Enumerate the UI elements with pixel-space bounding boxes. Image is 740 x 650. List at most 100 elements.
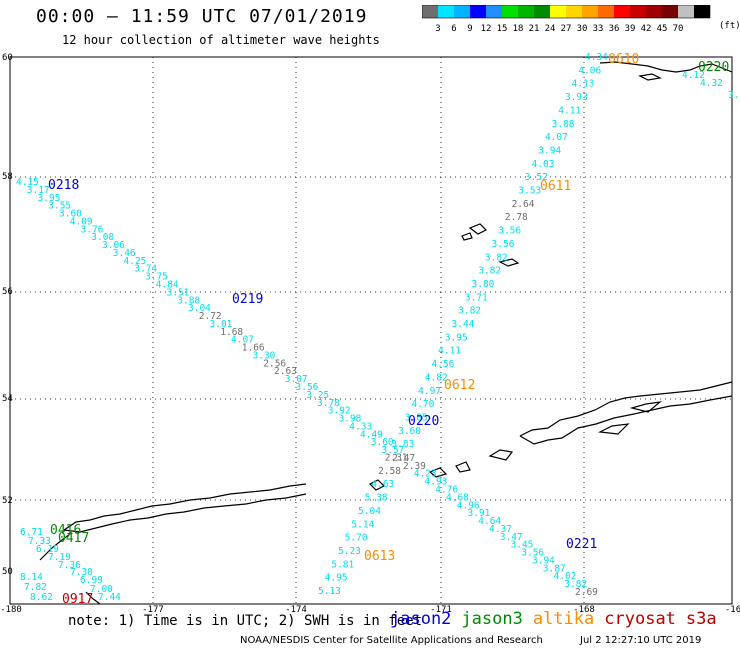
wave-height-label: 1.68: [220, 327, 243, 338]
wave-height-label: 4.33: [349, 421, 372, 432]
longitude-label: -177: [142, 605, 164, 615]
colorbar-swatch: [486, 5, 502, 18]
wave-height-label: 7.00: [90, 584, 113, 595]
coastline: [63, 493, 307, 533]
wave-height-label: 2.64: [512, 199, 535, 210]
wave-height-label: 5.23: [338, 546, 361, 557]
coastline: [85, 591, 101, 605]
colorbar-swatch: [438, 5, 454, 18]
wave-height-label: 5.70: [345, 533, 368, 544]
map-title: 00:00 – 11:59 UTC 07/01/2019: [36, 6, 368, 27]
wave-height-label: 3.56: [296, 382, 319, 393]
colorbar-swatch: [646, 5, 662, 18]
colorbar-tick-label: 9: [467, 24, 472, 34]
coastline: [428, 467, 448, 478]
wave-height-label: 7.44: [98, 592, 121, 603]
colorbar-tick-label: 42: [641, 24, 652, 34]
wave-height-label: 4.49: [360, 429, 383, 440]
wave-height-label: 4.64: [478, 516, 501, 527]
latitude-label: 60: [2, 53, 13, 63]
wave-height-label: 3.95: [38, 193, 61, 204]
coastline: [629, 401, 663, 413]
wave-height-label: 4.96: [457, 500, 480, 511]
wave-height-label: 8.14: [20, 572, 43, 583]
wave-height-label: 3.92: [328, 406, 351, 417]
wave-height-label: 3.95: [445, 332, 468, 343]
pass-time-label: 0917: [62, 592, 93, 607]
wave-height-label: 3.57: [382, 445, 405, 456]
longitude-label: -16: [725, 605, 740, 615]
wave-height-label: 3.76: [81, 224, 104, 235]
latitude-label: 54: [2, 394, 13, 404]
wave-height-label: 3.82: [478, 266, 501, 277]
latitude-label: 50: [2, 567, 13, 577]
colorbar-frame: [422, 5, 711, 19]
wave-height-label: 3.30: [253, 350, 276, 361]
wave-height-label: 3.51: [167, 287, 190, 298]
colorbar-tick-label: 39: [625, 24, 636, 34]
wave-height-label: 4.34: [585, 52, 608, 63]
colorbar-tick-label: 70: [673, 24, 684, 34]
colorbar-swatch: [502, 5, 518, 18]
legend-item-jason2: jason2: [390, 609, 452, 629]
colorbar-tick-label: 27: [561, 24, 572, 34]
wave-height-label: 6.99: [80, 575, 103, 586]
colorbar-tick-label: 12: [481, 24, 492, 34]
coastline: [519, 395, 733, 445]
wave-height-label: 4.68: [446, 492, 469, 503]
latitude-label: 58: [2, 172, 13, 182]
wave-height-label: 2.39: [403, 461, 426, 472]
wave-height-label: 3.56: [498, 226, 521, 237]
wave-height-label: 5.13: [318, 586, 341, 597]
wave-height-label: 4.11: [438, 346, 461, 357]
coastline: [498, 258, 520, 267]
wave-height-label: 3.60: [59, 209, 82, 220]
wave-height-label: 3.71: [465, 292, 488, 303]
wave-height-label: 5.14: [351, 519, 374, 530]
colorbar-tick-label: 36: [609, 24, 620, 34]
pass-time-label: 0220: [698, 60, 729, 75]
wave-height-label: 2.72: [199, 311, 222, 322]
wave-height-label: 3.60: [398, 426, 421, 437]
wave-height-label: 3.88: [177, 295, 200, 306]
generation-timestamp: Jul 2 12:27:10 UTC 2019: [580, 635, 702, 646]
colorbar-swatch: [422, 5, 438, 18]
wave-height-label: 7.33: [28, 536, 51, 547]
wave-height-label: 7.19: [48, 552, 71, 563]
longitude-label: -180: [0, 605, 22, 615]
wave-height-label: 3.25: [306, 390, 329, 401]
pass-time-label: 0612: [444, 378, 475, 393]
legend-item-s3a: s3a: [685, 609, 717, 629]
wave-height-label: 4.84: [156, 280, 179, 291]
pass-time-label: 0417: [58, 531, 89, 546]
longitude-label: -174: [285, 605, 307, 615]
wave-height-label: 3.9: [728, 90, 740, 101]
wave-height-label: 7.36: [58, 560, 81, 571]
satellite-legend: jason2 jason3 altika cryosat s3a: [390, 609, 727, 629]
colorbar-tick-label: 3: [435, 24, 440, 34]
wave-height-label: 4.03: [532, 159, 555, 170]
pass-time-label: 0613: [364, 549, 395, 564]
wave-height-label: 3.46: [113, 248, 136, 259]
colorbar-swatch: [662, 5, 678, 18]
colorbar-tick-label: 33: [593, 24, 604, 34]
wave-height-label: 1.66: [242, 343, 265, 354]
latitude-label: 56: [2, 287, 13, 297]
colorbar-swatch: [470, 5, 486, 18]
coastline: [39, 533, 71, 561]
wave-height-label: 3.07: [285, 374, 308, 385]
units-note: note: 1) Time is in UTC; 2) SWH is in fe…: [68, 613, 423, 629]
pass-time-label: 0218: [48, 178, 79, 193]
colorbar-unit: (ft): [719, 21, 740, 31]
colorbar-tick-label: 24: [545, 24, 556, 34]
wave-height-label: 3.08: [91, 232, 114, 243]
coastline: [368, 479, 386, 491]
wave-height-label: 4.56: [431, 359, 454, 370]
wave-height-label: 5.38: [365, 493, 388, 504]
wave-height-label: 3.53: [518, 186, 541, 197]
wave-height-label: 4.02: [554, 571, 577, 582]
wave-height-label: 3.52: [525, 172, 548, 183]
wave-height-label: 4.95: [325, 573, 348, 584]
colorbar-swatch: [566, 5, 582, 18]
